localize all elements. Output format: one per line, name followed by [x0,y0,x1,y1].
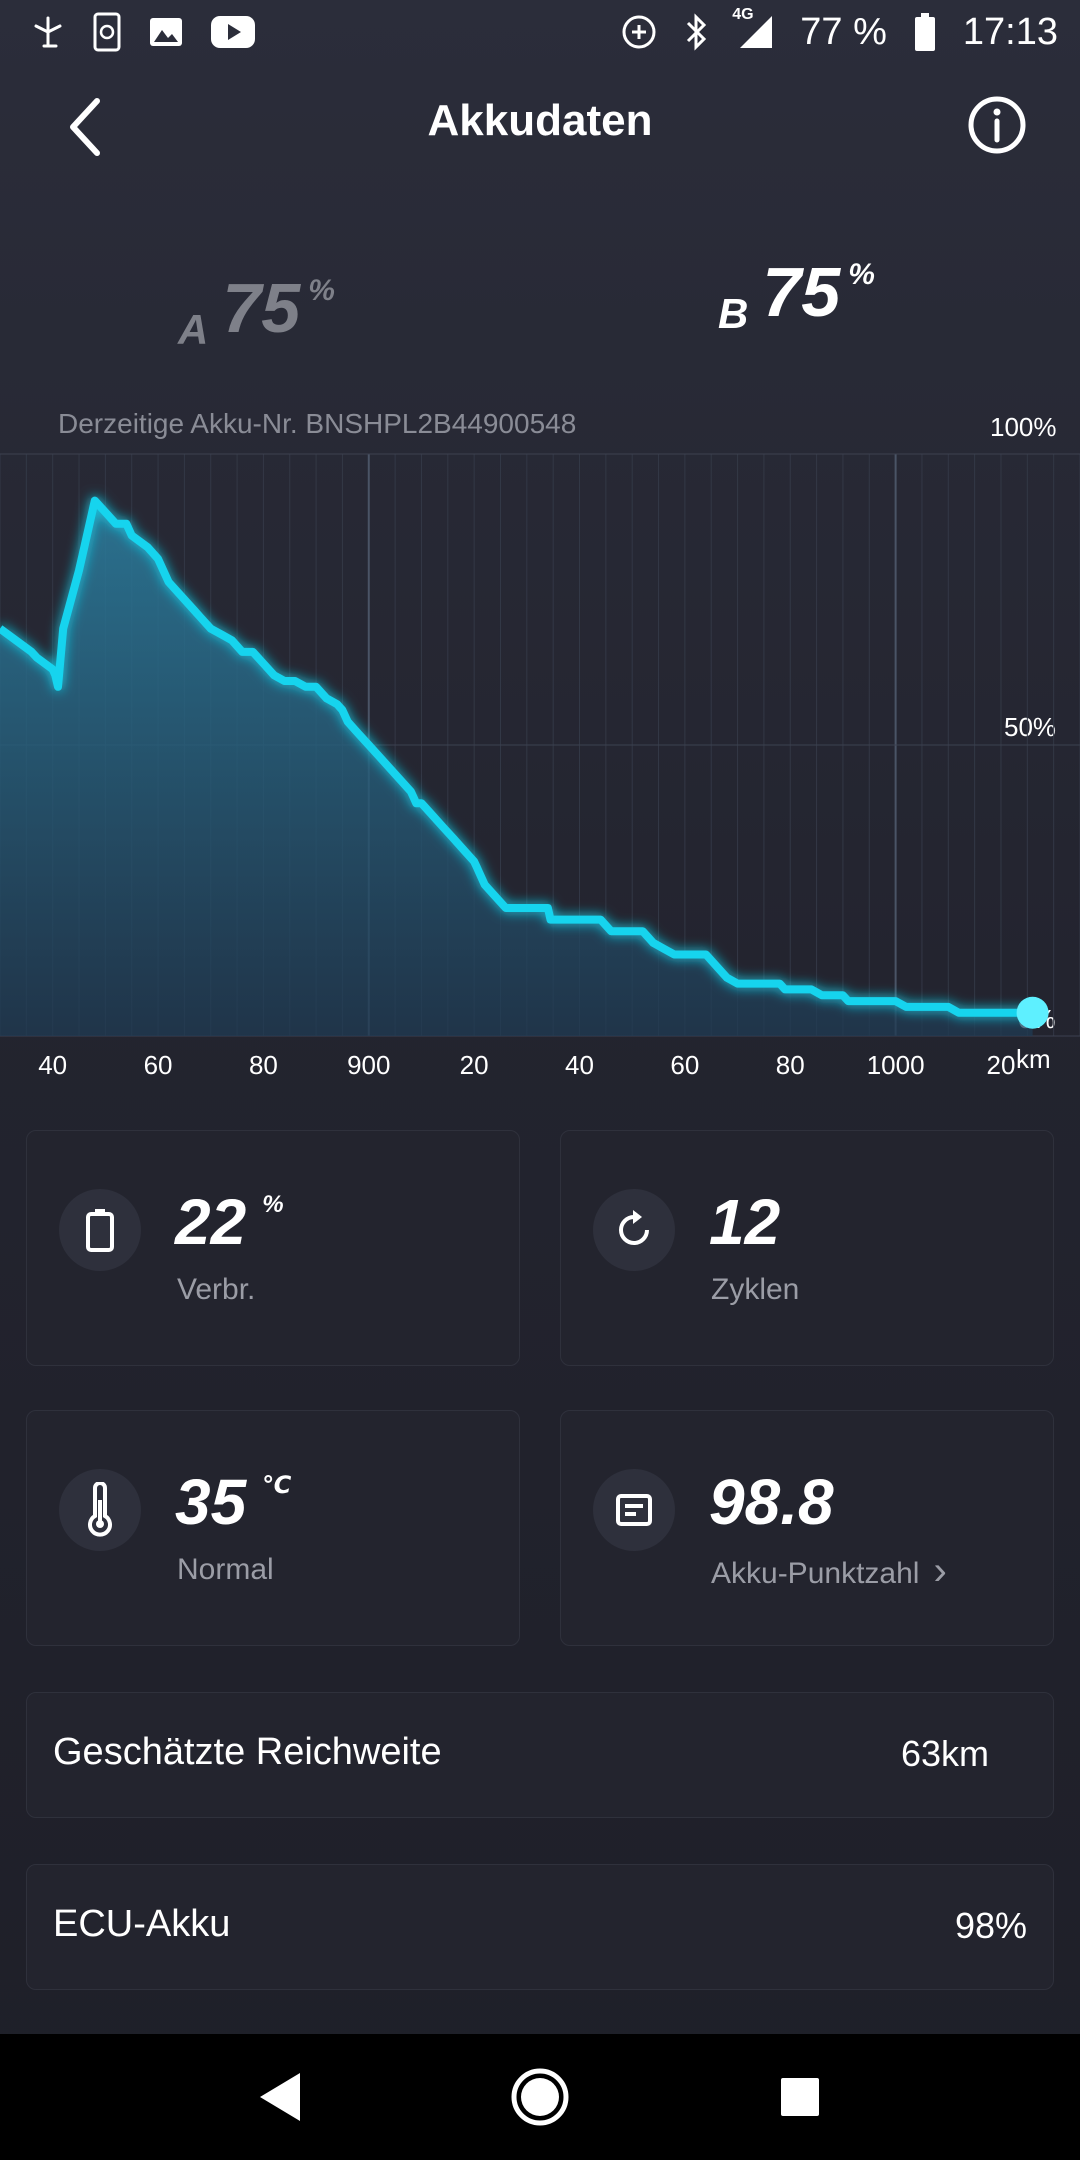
consumption-label-text: Verbr. [177,1273,256,1306]
cycles-label-text: Zyklen [711,1273,800,1306]
thermometer-icon [59,1469,141,1551]
battery-icon [913,12,937,52]
battery-icon [59,1189,141,1271]
score-icon [593,1469,675,1551]
battery-a-value: 75 [222,269,301,347]
battery-level-chart[interactable] [0,450,1080,1040]
battery-b-indicator[interactable]: B 75 % [718,252,875,338]
battery-score-label-text: Akku-Punktzahl [711,1556,920,1590]
temperature-unit: ℃ [262,1472,292,1499]
y-tick-100: 100% [990,412,1057,442]
ecu-battery-label: ECU-Akku [53,1903,231,1945]
estimated-range-row: Geschätzte Reichweite 63km [26,1692,1054,1818]
battery-score-label[interactable]: Akku-Punktzahl › [711,1549,947,1594]
x-axis: 40 60 80 900 20 40 60 80 1000 20 [0,1050,1080,1090]
ecu-battery-value: 98% [954,1905,1027,1946]
nav-home-button[interactable] [495,2052,585,2142]
estimated-range-label: Geschätzte Reichweite [53,1731,442,1773]
x-tick-label: 80 [775,1050,805,1080]
info-icon [968,96,1026,154]
consumption-number: 22 [175,1186,247,1258]
youtube-icon [210,15,256,49]
x-tick-label: 60 [670,1050,700,1080]
temperature-number: 35 [175,1466,247,1538]
image-icon [148,16,184,48]
x-tick-label: 40 [565,1050,594,1080]
data-saver-icon [620,13,658,51]
info-button[interactable] [964,92,1030,158]
battery-b-letter: B [718,290,749,337]
bluetooth-icon [684,13,710,51]
consumption-unit: % [262,1191,284,1218]
chevron-right-icon: › [933,1549,947,1593]
battery-score-number: 98.8 [709,1466,834,1538]
x-tick-label: 20 [459,1050,489,1080]
consumption-label: Verbr. [177,1273,255,1307]
nav-recents-button[interactable] [755,2052,845,2142]
system-nav-bar [0,2034,1080,2160]
x-tick-label: 60 [143,1050,173,1080]
nav-home-icon [511,2068,569,2126]
estimated-range-value: 63km [900,1733,989,1774]
battery-b-unit: % [848,258,875,291]
x-tick-label: 40 [38,1050,68,1080]
page-title: Akkudaten [427,96,653,145]
battery-percent: 77 % [800,10,887,53]
x-tick-label: 20 [986,1050,1016,1080]
cycles-label: Zyklen [711,1273,799,1307]
x-axis-unit: km [1016,1044,1051,1074]
x-tick-label: 900 [347,1050,391,1080]
battery-a-indicator[interactable]: A 75 % [178,268,335,354]
temperature-label: Normal [177,1553,274,1587]
ecu-battery-row: ECU-Akku 98% [26,1864,1054,1990]
cycles-card[interactable]: 12 Zyklen [560,1130,1054,1366]
consumption-value: 22% [175,1185,284,1259]
cycles-number: 12 [709,1186,781,1258]
signal-4g-icon: 4G [732,6,774,50]
battery-b-value: 75 [762,253,841,331]
current-level-dot [1016,996,1049,1029]
temperature-value: 35 ℃ [175,1465,291,1539]
fan-icon [30,14,66,50]
battery-score-value: 98.8 [709,1465,834,1539]
consumption-card[interactable]: 22% Verbr. [26,1130,520,1366]
app-header: Akkudaten [0,70,1080,180]
battery-serial: Derzeitige Akku-Nr. BNSHPL2B44900548 [58,408,577,439]
chevron-left-icon [70,98,100,156]
refresh-icon [593,1189,675,1271]
temperature-label-text: Normal [177,1553,274,1586]
battery-a-unit: % [308,274,335,307]
network-type: 4G [732,6,754,23]
phone-clean-icon [92,12,122,52]
x-tick-label: 1000 [866,1050,925,1080]
nav-recents-icon [781,2078,819,2116]
battery-score-card[interactable]: 98.8 Akku-Punktzahl › [560,1410,1054,1646]
status-bar: 4G 77 % 17:13 [0,0,1080,64]
nav-back-button[interactable] [235,2052,325,2142]
battery-level-area [0,500,1033,1037]
nav-back-icon [260,2073,300,2121]
x-tick-label: 80 [248,1050,278,1080]
battery-a-letter: A [178,306,209,353]
back-button[interactable] [50,92,120,162]
clock: 17:13 [962,10,1058,53]
cycles-value: 12 [709,1185,780,1259]
battery-level-line [0,496,1033,1017]
y-tick-50: 50% [1004,712,1057,742]
temperature-card[interactable]: 35 ℃ Normal [26,1410,520,1646]
